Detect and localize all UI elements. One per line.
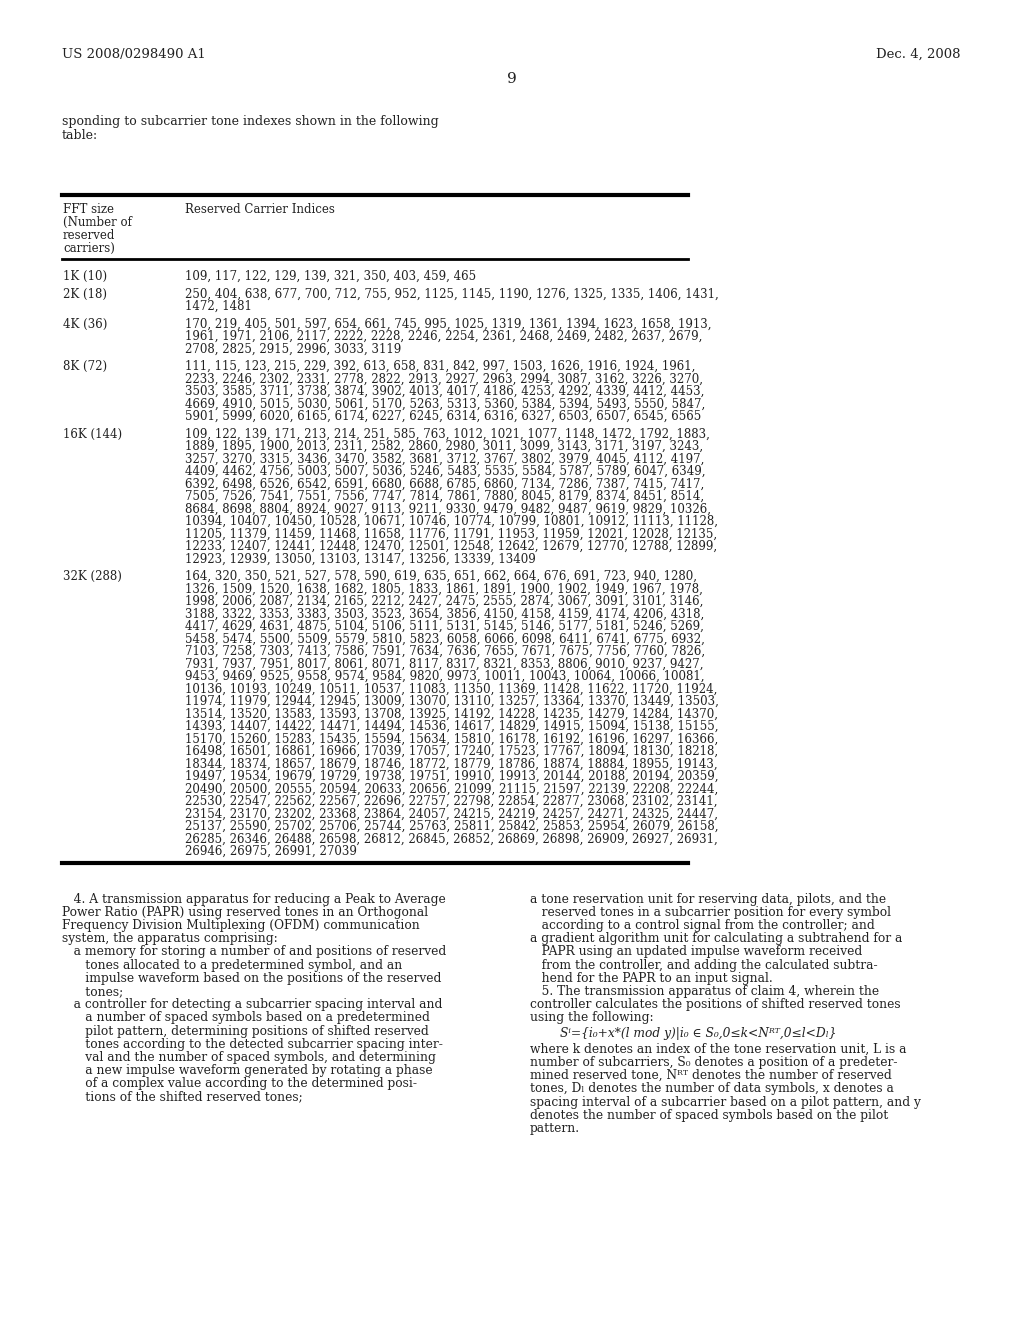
Text: 109, 117, 122, 129, 139, 321, 350, 403, 459, 465: 109, 117, 122, 129, 139, 321, 350, 403, … xyxy=(185,271,476,282)
Text: Power Ratio (PAPR) using reserved tones in an Orthogonal: Power Ratio (PAPR) using reserved tones … xyxy=(62,906,428,919)
Text: reserved: reserved xyxy=(63,228,116,242)
Text: 16498, 16501, 16861, 16966, 17039, 17057, 17240, 17523, 17767, 18094, 18130, 182: 16498, 16501, 16861, 16966, 17039, 17057… xyxy=(185,744,718,758)
Text: 13514, 13520, 13583, 13593, 13708, 13925, 14192, 14228, 14235, 14279, 14284, 143: 13514, 13520, 13583, 13593, 13708, 13925… xyxy=(185,708,718,721)
Text: pilot pattern, determining positions of shifted reserved: pilot pattern, determining positions of … xyxy=(62,1024,429,1038)
Text: 2233, 2246, 2302, 2331, 2778, 2822, 2913, 2927, 2963, 2994, 3087, 3162, 3226, 32: 2233, 2246, 2302, 2331, 2778, 2822, 2913… xyxy=(185,372,703,385)
Text: tions of the shifted reserved tones;: tions of the shifted reserved tones; xyxy=(62,1090,303,1104)
Text: hend for the PAPR to an input signal.: hend for the PAPR to an input signal. xyxy=(530,972,773,985)
Text: 7103, 7258, 7303, 7413, 7586, 7591, 7634, 7636, 7655, 7671, 7675, 7756, 7760, 78: 7103, 7258, 7303, 7413, 7586, 7591, 7634… xyxy=(185,645,706,657)
Text: 8K (72): 8K (72) xyxy=(63,360,108,374)
Text: 12923, 12939, 13050, 13103, 13147, 13256, 13339, 13409: 12923, 12939, 13050, 13103, 13147, 13256… xyxy=(185,553,536,565)
Text: 3257, 3270, 3315, 3436, 3470, 3582, 3681, 3712, 3767, 3802, 3979, 4045, 4112, 41: 3257, 3270, 3315, 3436, 3470, 3582, 3681… xyxy=(185,453,705,466)
Text: PAPR using an updated impulse waveform received: PAPR using an updated impulse waveform r… xyxy=(530,945,862,958)
Text: 1326, 1509, 1520, 1638, 1682, 1805, 1833, 1861, 1891, 1900, 1902, 1949, 1967, 19: 1326, 1509, 1520, 1638, 1682, 1805, 1833… xyxy=(185,582,702,595)
Text: Dec. 4, 2008: Dec. 4, 2008 xyxy=(876,48,961,61)
Text: a number of spaced symbols based on a predetermined: a number of spaced symbols based on a pr… xyxy=(62,1011,430,1024)
Text: sponding to subcarrier tone indexes shown in the following: sponding to subcarrier tone indexes show… xyxy=(62,115,438,128)
Text: table:: table: xyxy=(62,129,98,143)
Text: 11974, 11979, 12944, 12945, 13009, 13070, 13110, 13257, 13364, 13370, 13449, 135: 11974, 11979, 12944, 12945, 13009, 13070… xyxy=(185,696,719,708)
Text: Reserved Carrier Indices: Reserved Carrier Indices xyxy=(185,203,335,216)
Text: 9453, 9469, 9525, 9558, 9574, 9584, 9820, 9973, 10011, 10043, 10064, 10066, 1008: 9453, 9469, 9525, 9558, 9574, 9584, 9820… xyxy=(185,671,705,682)
Text: of a complex value according to the determined posi-: of a complex value according to the dete… xyxy=(62,1077,417,1090)
Text: tones;: tones; xyxy=(62,985,123,998)
Text: FFT size: FFT size xyxy=(63,203,114,216)
Text: 6392, 6498, 6526, 6542, 6591, 6680, 6688, 6785, 6860, 7134, 7286, 7387, 7415, 74: 6392, 6498, 6526, 6542, 6591, 6680, 6688… xyxy=(185,478,705,491)
Text: a gradient algorithm unit for calculating a subtrahend for a: a gradient algorithm unit for calculatin… xyxy=(530,932,902,945)
Text: 3503, 3585, 3711, 3738, 3874, 3902, 4013, 4017, 4186, 4253, 4292, 4339, 4412, 44: 3503, 3585, 3711, 3738, 3874, 3902, 4013… xyxy=(185,385,705,399)
Text: 11205, 11379, 11459, 11468, 11658, 11776, 11791, 11953, 11959, 12021, 12028, 121: 11205, 11379, 11459, 11468, 11658, 11776… xyxy=(185,528,717,540)
Text: a new impulse waveform generated by rotating a phase: a new impulse waveform generated by rota… xyxy=(62,1064,432,1077)
Text: 26285, 26346, 26488, 26598, 26812, 26845, 26852, 26869, 26898, 26909, 26927, 269: 26285, 26346, 26488, 26598, 26812, 26845… xyxy=(185,833,718,846)
Text: 19497, 19534, 19679, 19729, 19738, 19751, 19910, 19913, 20144, 20188, 20194, 203: 19497, 19534, 19679, 19729, 19738, 19751… xyxy=(185,770,719,783)
Text: 164, 320, 350, 521, 527, 578, 590, 619, 635, 651, 662, 664, 676, 691, 723, 940, : 164, 320, 350, 521, 527, 578, 590, 619, … xyxy=(185,570,697,583)
Text: 3188, 3322, 3353, 3383, 3503, 3523, 3654, 3856, 4150, 4158, 4159, 4174, 4206, 43: 3188, 3322, 3353, 3383, 3503, 3523, 3654… xyxy=(185,607,705,620)
Text: carriers): carriers) xyxy=(63,242,115,255)
Text: a memory for storing a number of and positions of reserved: a memory for storing a number of and pos… xyxy=(62,945,446,958)
Text: 111, 115, 123, 215, 229, 392, 613, 658, 831, 842, 997, 1503, 1626, 1916, 1924, 1: 111, 115, 123, 215, 229, 392, 613, 658, … xyxy=(185,360,695,374)
Text: 170, 219, 405, 501, 597, 654, 661, 745, 995, 1025, 1319, 1361, 1394, 1623, 1658,: 170, 219, 405, 501, 597, 654, 661, 745, … xyxy=(185,318,712,330)
Text: 1472, 1481: 1472, 1481 xyxy=(185,300,252,313)
Text: 12233, 12407, 12441, 12448, 12470, 12501, 12548, 12642, 12679, 12770, 12788, 128: 12233, 12407, 12441, 12448, 12470, 12501… xyxy=(185,540,717,553)
Text: using the following:: using the following: xyxy=(530,1011,653,1024)
Text: 20490, 20500, 20555, 20594, 20633, 20656, 21099, 21115, 21597, 22139, 22208, 222: 20490, 20500, 20555, 20594, 20633, 20656… xyxy=(185,783,718,796)
Text: Frequency Division Multiplexing (OFDM) communication: Frequency Division Multiplexing (OFDM) c… xyxy=(62,919,420,932)
Text: 25137, 25590, 25702, 25706, 25744, 25763, 25811, 25842, 25853, 25954, 26079, 261: 25137, 25590, 25702, 25706, 25744, 25763… xyxy=(185,820,719,833)
Text: 5901, 5999, 6020, 6165, 6174, 6227, 6245, 6314, 6316, 6327, 6503, 6507, 6545, 65: 5901, 5999, 6020, 6165, 6174, 6227, 6245… xyxy=(185,411,701,422)
Text: 22530, 22547, 22562, 22567, 22696, 22757, 22798, 22854, 22877, 23068, 23102, 231: 22530, 22547, 22562, 22567, 22696, 22757… xyxy=(185,795,718,808)
Text: number of subcarriers, S₀ denotes a position of a predeter-: number of subcarriers, S₀ denotes a posi… xyxy=(530,1056,897,1069)
Text: 7931, 7937, 7951, 8017, 8061, 8071, 8117, 8317, 8321, 8353, 8806, 9010, 9237, 94: 7931, 7937, 7951, 8017, 8061, 8071, 8117… xyxy=(185,657,703,671)
Text: 14393, 14407, 14422, 14471, 14494, 14536, 14617, 14829, 14915, 15094, 15138, 151: 14393, 14407, 14422, 14471, 14494, 14536… xyxy=(185,719,719,733)
Text: 4. A transmission apparatus for reducing a Peak to Average: 4. A transmission apparatus for reducing… xyxy=(62,892,445,906)
Text: controller calculates the positions of shifted reserved tones: controller calculates the positions of s… xyxy=(530,998,901,1011)
Text: 7505, 7526, 7541, 7551, 7556, 7747, 7814, 7861, 7880, 8045, 8179, 8374, 8451, 85: 7505, 7526, 7541, 7551, 7556, 7747, 7814… xyxy=(185,490,705,503)
Text: mined reserved tone, Nᴿᵀ denotes the number of reserved: mined reserved tone, Nᴿᵀ denotes the num… xyxy=(530,1069,892,1082)
Text: pattern.: pattern. xyxy=(530,1122,581,1135)
Text: 4417, 4629, 4631, 4875, 5104, 5106, 5111, 5131, 5145, 5146, 5177, 5181, 5246, 52: 4417, 4629, 4631, 4875, 5104, 5106, 5111… xyxy=(185,620,703,634)
Text: a tone reservation unit for reserving data, pilots, and the: a tone reservation unit for reserving da… xyxy=(530,892,886,906)
Text: 4409, 4462, 4756, 5003, 5007, 5036, 5246, 5483, 5535, 5584, 5787, 5789, 6047, 63: 4409, 4462, 4756, 5003, 5007, 5036, 5246… xyxy=(185,465,706,478)
Text: 2708, 2825, 2915, 2996, 3033, 3119: 2708, 2825, 2915, 2996, 3033, 3119 xyxy=(185,342,401,355)
Text: 18344, 18374, 18657, 18679, 18746, 18772, 18779, 18786, 18874, 18884, 18955, 191: 18344, 18374, 18657, 18679, 18746, 18772… xyxy=(185,758,718,771)
Text: system, the apparatus comprising:: system, the apparatus comprising: xyxy=(62,932,278,945)
Text: 8684, 8698, 8804, 8924, 9027, 9113, 9211, 9330, 9479, 9482, 9487, 9619, 9829, 10: 8684, 8698, 8804, 8924, 9027, 9113, 9211… xyxy=(185,503,711,516)
Text: 16K (144): 16K (144) xyxy=(63,428,122,441)
Text: 5458, 5474, 5500, 5509, 5579, 5810, 5823, 6058, 6066, 6098, 6411, 6741, 6775, 69: 5458, 5474, 5500, 5509, 5579, 5810, 5823… xyxy=(185,632,705,645)
Text: 10136, 10193, 10249, 10511, 10537, 11083, 11350, 11369, 11428, 11622, 11720, 119: 10136, 10193, 10249, 10511, 10537, 11083… xyxy=(185,682,718,696)
Text: 10394, 10407, 10450, 10528, 10671, 10746, 10774, 10799, 10801, 10912, 11113, 111: 10394, 10407, 10450, 10528, 10671, 10746… xyxy=(185,515,718,528)
Text: where k denotes an index of the tone reservation unit, L is a: where k denotes an index of the tone res… xyxy=(530,1043,906,1056)
Text: 1889, 1895, 1900, 2013, 2311, 2582, 2860, 2980, 3011, 3099, 3143, 3171, 3197, 32: 1889, 1895, 1900, 2013, 2311, 2582, 2860… xyxy=(185,440,703,453)
Text: val and the number of spaced symbols, and determining: val and the number of spaced symbols, an… xyxy=(62,1051,436,1064)
Text: 1K (10): 1K (10) xyxy=(63,271,108,282)
Text: from the controller, and adding the calculated subtra-: from the controller, and adding the calc… xyxy=(530,958,878,972)
Text: 109, 122, 139, 171, 213, 214, 251, 585, 763, 1012, 1021, 1077, 1148, 1472, 1792,: 109, 122, 139, 171, 213, 214, 251, 585, … xyxy=(185,428,710,441)
Text: 1998, 2006, 2087, 2134, 2165, 2212, 2427, 2475, 2555, 2874, 3067, 3091, 3101, 31: 1998, 2006, 2087, 2134, 2165, 2212, 2427… xyxy=(185,595,703,609)
Text: (Number of: (Number of xyxy=(63,216,132,228)
Text: 250, 404, 638, 677, 700, 712, 755, 952, 1125, 1145, 1190, 1276, 1325, 1335, 1406: 250, 404, 638, 677, 700, 712, 755, 952, … xyxy=(185,288,719,301)
Text: impulse waveform based on the positions of the reserved: impulse waveform based on the positions … xyxy=(62,972,441,985)
Text: Sⁱ={i₀+x*(l mod y)|i₀ ∈ S₀,0≤k<Nᴿᵀ,0≤l<Dₗ}: Sⁱ={i₀+x*(l mod y)|i₀ ∈ S₀,0≤k<Nᴿᵀ,0≤l<D… xyxy=(560,1027,837,1040)
Text: tones, Dₗ denotes the number of data symbols, x denotes a: tones, Dₗ denotes the number of data sym… xyxy=(530,1082,894,1096)
Text: denotes the number of spaced symbols based on the pilot: denotes the number of spaced symbols bas… xyxy=(530,1109,888,1122)
Text: 4669, 4910, 5015, 5030, 5061, 5170, 5263, 5313, 5360, 5384, 5394, 5493, 5550, 58: 4669, 4910, 5015, 5030, 5061, 5170, 5263… xyxy=(185,397,706,411)
Text: 2K (18): 2K (18) xyxy=(63,288,106,301)
Text: 9: 9 xyxy=(507,73,517,86)
Text: tones allocated to a predetermined symbol, and an: tones allocated to a predetermined symbo… xyxy=(62,958,402,972)
Text: reserved tones in a subcarrier position for every symbol: reserved tones in a subcarrier position … xyxy=(530,906,891,919)
Text: 23154, 23170, 23202, 23368, 23864, 24057, 24215, 24219, 24257, 24271, 24325, 244: 23154, 23170, 23202, 23368, 23864, 24057… xyxy=(185,808,718,821)
Text: 5. The transmission apparatus of claim 4, wherein the: 5. The transmission apparatus of claim 4… xyxy=(530,985,880,998)
Text: US 2008/0298490 A1: US 2008/0298490 A1 xyxy=(62,48,206,61)
Text: 4K (36): 4K (36) xyxy=(63,318,108,330)
Text: 26946, 26975, 26991, 27039: 26946, 26975, 26991, 27039 xyxy=(185,845,357,858)
Text: spacing interval of a subcarrier based on a pilot pattern, and y: spacing interval of a subcarrier based o… xyxy=(530,1096,921,1109)
Text: tones according to the detected subcarrier spacing inter-: tones according to the detected subcarri… xyxy=(62,1038,442,1051)
Text: 32K (288): 32K (288) xyxy=(63,570,122,583)
Text: 1961, 1971, 2106, 2117, 2222, 2228, 2246, 2254, 2361, 2468, 2469, 2482, 2637, 26: 1961, 1971, 2106, 2117, 2222, 2228, 2246… xyxy=(185,330,702,343)
Text: 15170, 15260, 15283, 15435, 15594, 15634, 15810, 16178, 16192, 16196, 16297, 163: 15170, 15260, 15283, 15435, 15594, 15634… xyxy=(185,733,718,746)
Text: according to a control signal from the controller; and: according to a control signal from the c… xyxy=(530,919,874,932)
Text: a controller for detecting a subcarrier spacing interval and: a controller for detecting a subcarrier … xyxy=(62,998,442,1011)
